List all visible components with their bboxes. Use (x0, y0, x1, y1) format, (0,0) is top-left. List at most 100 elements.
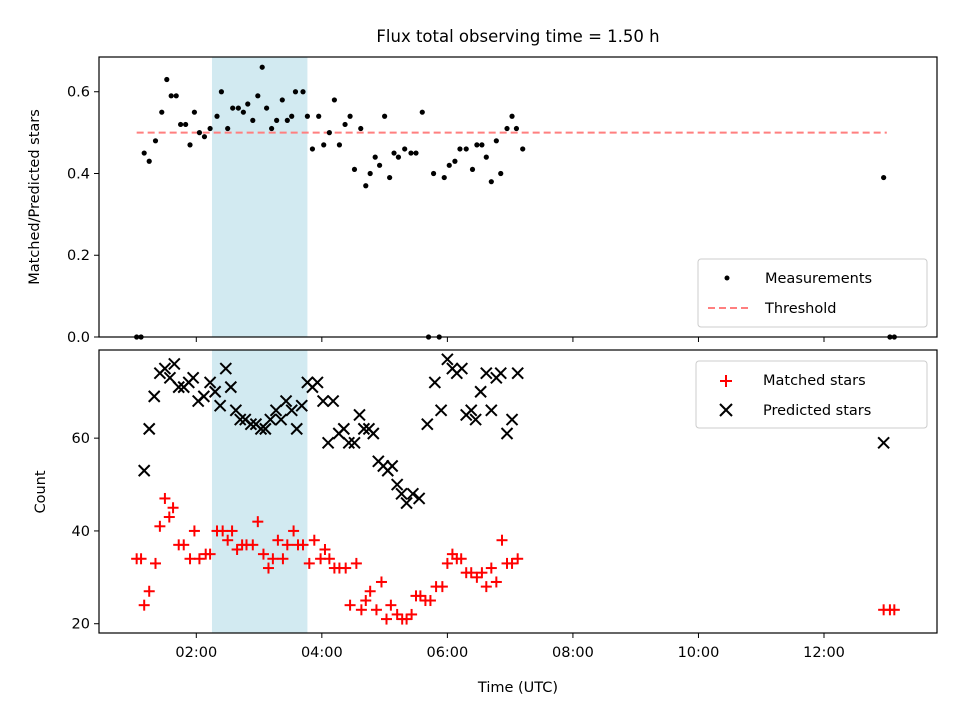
measurement-point (469, 166, 476, 173)
measurement-point (316, 113, 322, 119)
bottom-y-axis-label: Count (33, 470, 49, 513)
matched-star-point (247, 539, 259, 551)
matched-star-point (167, 502, 179, 514)
measurement-point (326, 130, 332, 136)
matched-star-point (364, 585, 376, 597)
matched-star-point (297, 539, 309, 551)
matched-star-point (193, 553, 205, 565)
matched-star-point (441, 557, 453, 569)
predicted-star-point (412, 492, 426, 505)
predicted-star-point (505, 413, 519, 426)
predicted-star-point (285, 404, 298, 417)
measurement-point (187, 142, 193, 148)
measurement-point (269, 125, 275, 132)
legend-label-predicted: Predicted stars (763, 403, 871, 419)
predicted-star-point (259, 422, 272, 436)
chart-title: Flux total observing time = 1.50 h (376, 27, 659, 46)
measurement-point (309, 146, 316, 152)
measurement-point (382, 113, 388, 119)
matched-star-point (323, 553, 335, 565)
bottom-ytick-label: 20 (72, 617, 90, 633)
legend-dot-marker (724, 275, 730, 281)
measurement-point (483, 154, 489, 160)
legend-label-measurements: Measurements (765, 271, 872, 287)
top-legend-box (697, 258, 928, 328)
predicted-star-point (395, 487, 408, 501)
top-y-ticks: 0.0 0.2 0.4 0.6 (67, 85, 99, 346)
xtick-label: 06:00 (426, 645, 468, 661)
predicted-star-point (400, 496, 413, 510)
matched-star-point (506, 557, 518, 569)
predicted-star-point (229, 404, 243, 417)
measurement-point (419, 109, 425, 115)
predicted-star-point (877, 436, 890, 449)
measurement-point (218, 89, 225, 95)
measurement-point (509, 113, 515, 119)
predicted-star-point (234, 413, 247, 426)
measurement-point (304, 113, 311, 119)
matched-star-point (512, 553, 524, 565)
bottom-ytick-label: 60 (72, 431, 90, 447)
predicted-star-point (172, 380, 185, 394)
predicted-star-point (406, 487, 420, 501)
top-shaded-span (211, 57, 308, 337)
predicted-star-point (511, 366, 524, 380)
measurement-point (347, 113, 353, 119)
measurement-point (413, 150, 419, 156)
predicted-star-point (137, 464, 151, 477)
measurement-point (493, 138, 499, 144)
legend-plus-marker (720, 375, 732, 387)
measurement-point (173, 93, 179, 99)
predicted-star-point (254, 422, 268, 436)
matched-star-point (178, 539, 190, 551)
matched-star-point (149, 557, 161, 569)
measurement-point (240, 109, 246, 115)
measurement-point (342, 121, 348, 128)
measurement-point (402, 146, 408, 152)
measurement-point (225, 125, 231, 132)
matched-star-point (163, 511, 175, 523)
measurement-point (430, 170, 437, 177)
measurement-point (292, 89, 299, 95)
matched-star-point (135, 553, 147, 565)
predicted-star-point (342, 436, 356, 449)
bottom-legend: Matched stars Predicted stars (695, 360, 928, 429)
matched-star-point (262, 562, 274, 574)
matched-star-point (277, 553, 289, 565)
measurement-point (363, 183, 369, 189)
matched-star-point (138, 599, 150, 611)
matched-star-point (154, 520, 166, 532)
top-ytick-label: 0.6 (67, 85, 90, 101)
predicted-star-point (465, 404, 478, 417)
predicted-star-point (321, 436, 335, 449)
measurement-point (331, 97, 337, 103)
matched-star-point (380, 613, 392, 625)
measurement-point (321, 142, 327, 148)
xtick-label: 12:00 (803, 645, 845, 661)
matched-star-point (360, 595, 372, 607)
matched-star-point (288, 525, 300, 537)
measurement-point (255, 93, 261, 99)
predicted-star-point (421, 418, 434, 431)
predicted-star-point (168, 357, 181, 371)
measurement-point (513, 125, 520, 132)
matched-star-point (159, 492, 171, 504)
legend-label-matched: Matched stars (763, 373, 866, 389)
predicted-star-point (158, 362, 172, 375)
bottom-plot-frame (98, 349, 938, 634)
measurement-point (168, 93, 174, 99)
predicted-star-point (434, 404, 448, 417)
measurement-point (214, 113, 220, 119)
measurement-point (367, 170, 373, 177)
predicted-star-point (148, 390, 161, 403)
predicted-star-point (469, 413, 482, 426)
predicted-star-point (485, 404, 498, 417)
xtick-label: 08:00 (552, 645, 594, 661)
measurement-point (395, 154, 402, 160)
matched-star-point (252, 516, 264, 528)
matched-star-point (490, 576, 502, 588)
measurement-point (387, 174, 393, 181)
predicted-star-point (474, 385, 487, 398)
matched-star-point (350, 557, 362, 569)
predicted-star-point (500, 427, 514, 440)
